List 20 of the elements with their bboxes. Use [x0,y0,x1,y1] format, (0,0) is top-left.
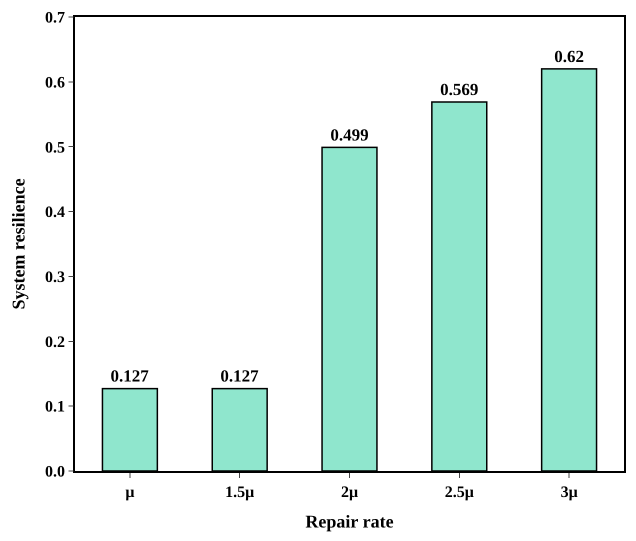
x-tick-label: 3μ [560,484,578,501]
x-tick-label: 2.5μ [444,484,474,501]
x-tick-label: 2μ [340,484,358,501]
y-tick-label: 0.0 [45,464,66,481]
x-tick-label: μ [125,484,134,501]
x-tick-label: 1.5μ [225,484,254,501]
data-label: 0.569 [440,80,478,99]
y-axis-title: System resilience [8,178,29,310]
data-label: 0.62 [554,46,584,66]
y-tick-label: 0.4 [45,204,66,222]
y-tick-label: 0.5 [45,139,66,156]
data-label: 0.499 [330,125,369,144]
y-tick-label: 0.6 [45,74,66,92]
data-label: 0.127 [110,366,150,386]
y-tick-label: 0.3 [45,269,66,286]
y-tick-label: 0.7 [45,10,66,27]
x-axis-title: Repair rate [305,512,394,532]
y-tick-label: 0.1 [45,398,66,416]
data-label: 0.127 [220,366,260,386]
y-tick-label: 0.2 [45,334,66,351]
